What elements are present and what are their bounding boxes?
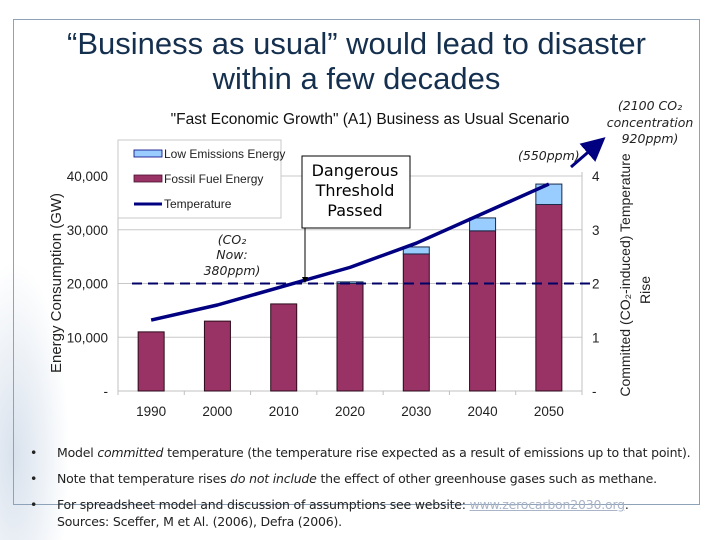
x-tick-label: 2000 [202,404,232,419]
note-item: • Model committed temperature (the tempe… [30,440,710,466]
slide-title: “Business as usual” would lead to disast… [13,26,700,96]
danger-text-2: Threshold [315,181,395,200]
temperature-line-group [150,182,550,322]
x-tick-label: 1990 [136,404,166,419]
bullet-glyph: • [30,497,38,512]
bullet-glyph: • [30,471,38,486]
title-line-1: “Business as usual” would lead to disast… [67,26,646,61]
x-tick-label: 2030 [401,404,431,419]
bar-fossil-fuel [402,253,430,392]
bar-fossil-fuel [469,230,497,392]
co2-now-line2: Now: [216,247,247,262]
x-tick-label: 2050 [534,404,564,419]
y-tick-label: - [104,384,109,399]
legend-swatch-low-emissions [133,149,163,158]
bar-low-emissions [402,246,430,255]
y2-tick-label: 1 [592,330,600,345]
danger-annotation: Dangerous Threshold Passed [301,155,411,283]
website-link[interactable]: www.zerocarbon2030.org [469,497,626,512]
ppm-arrow [570,137,606,169]
note-text: Model [57,445,98,460]
chart-title: "Fast Economic Growth" (A1) Business as … [171,111,570,128]
legend-swatch-fossil [133,174,163,183]
bar-low-emissions [469,217,497,232]
x-tick-label: 2010 [269,404,299,419]
y-tick-label: 30,000 [67,223,108,238]
y2-axis-label-line2: Rise [637,276,653,304]
note-item: • For spreadsheet model and discussion o… [30,492,710,518]
co2-now-line3: 380ppm) [204,263,261,278]
y2-axis-label-line1: Committed (CO₂-induced) Temperature [617,153,633,396]
y2-tick-label: 3 [592,223,600,238]
slide-frame [13,19,700,505]
note-emphasis: do not include [230,471,317,486]
x-tick-label: 2020 [335,404,365,419]
note-text: . [624,497,629,512]
y-tick-label: 20,000 [67,277,108,292]
y-axis-label: Energy Consumption (GW) [48,193,65,373]
bullet-glyph: • [30,445,38,460]
note-text: the effect of other greenhouse gases suc… [316,471,657,486]
x-tick-label: 2040 [468,404,498,419]
co2-2100-annotation: (2100 CO₂ concentration 920ppm) [607,98,694,146]
note-text: For spreadsheet model and discussion of … [57,497,470,512]
legend-label-temperature: Temperature [164,197,232,211]
legend-label-fossil: Fossil Fuel Energy [164,172,263,186]
y-tick-label: 40,000 [67,169,108,184]
co2-2100-line2: concentration [607,115,694,130]
bar-fossil-fuel [203,320,231,392]
bar-fossil-fuel [535,203,563,392]
y2-tick-label: 4 [592,169,600,184]
legend: Low Emissions Energy Fossil Fuel Energy … [117,139,285,219]
note-text: Note that temperature rises [57,471,231,486]
y2-tick-label: - [592,384,597,399]
co2-2100-line3: 920ppm) [622,131,679,146]
note-text: temperature (the temperature rise expect… [163,445,691,460]
decorative-background [0,260,70,540]
co2-2100-line1: (2100 CO₂ [618,98,682,113]
tick-labels: - 10,000 20,000 30,000 40,000 - 1 2 3 4 1990 2000 20… [67,169,600,419]
co2-now-line1: (CO₂ [218,232,246,247]
legend-label-low-emissions: Low Emissions Energy [164,147,285,161]
y-tick-label: 10,000 [67,330,108,345]
danger-text-1: Dangerous [312,161,399,180]
bar-fossil-fuel [336,283,364,392]
bar-fossil-fuel [137,331,165,392]
danger-text-3: Passed [327,201,382,220]
note-item: • Note that temperature rises do not inc… [30,466,710,492]
co2-now-annotation: (CO₂ Now: 380ppm) [204,232,261,278]
bar-fossil-fuel [270,303,298,392]
note-emphasis: committed [97,445,164,460]
sources-text: Sources: Sceffer, M et Al. (2006), Defra… [57,514,342,529]
ppm550-label: (550ppm) [518,148,580,163]
notes-list: • Model committed temperature (the tempe… [30,440,710,518]
bars [137,183,563,392]
title-line-2: within a few decades [212,61,501,96]
y2-tick-label: 2 [592,277,600,292]
